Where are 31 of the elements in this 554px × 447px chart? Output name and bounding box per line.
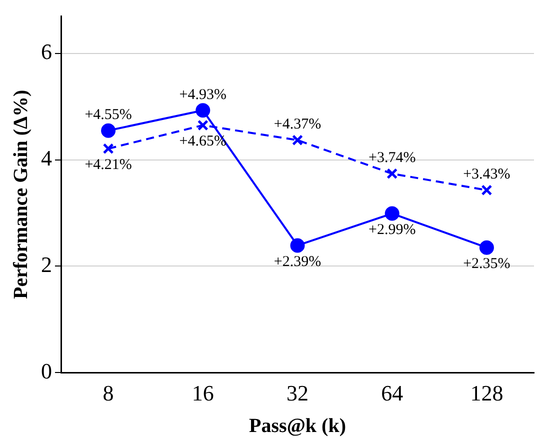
x-tick-label: 8	[102, 380, 114, 406]
x-tick-label: 64	[381, 380, 404, 406]
point	[479, 240, 494, 255]
point	[197, 120, 208, 131]
data-label: +3.74%	[368, 150, 416, 166]
x-axis-title: Pass@k (k)	[249, 415, 346, 438]
y-axis-title: Performance Gain (Δ%)	[10, 90, 32, 299]
point	[101, 123, 116, 138]
data-label: +4.55%	[84, 107, 132, 124]
point	[196, 103, 210, 118]
point	[481, 184, 492, 196]
data-label: +4.21%	[84, 157, 132, 174]
point	[384, 206, 400, 221]
data-label: +3.43%	[463, 166, 510, 183]
data-label: +2.39%	[274, 254, 322, 270]
y-tick-label: 4	[41, 146, 52, 171]
data-label: +2.99%	[368, 222, 416, 238]
y-tick-label: 0	[41, 358, 52, 384]
x-tick-label: 128	[470, 380, 504, 406]
point	[386, 168, 398, 180]
point	[292, 134, 303, 146]
data-label: +4.37%	[274, 116, 322, 133]
data-label: +4.93%	[179, 86, 227, 103]
data-label: +4.65%	[179, 134, 227, 150]
y-tick-label: 6	[41, 39, 52, 64]
x-tick-label: 16	[192, 380, 214, 406]
data-label: +2.35%	[463, 256, 510, 272]
point	[102, 143, 114, 154]
point	[290, 238, 305, 253]
x-tick-label: 32	[286, 380, 308, 406]
y-tick-label: 2	[41, 252, 52, 277]
